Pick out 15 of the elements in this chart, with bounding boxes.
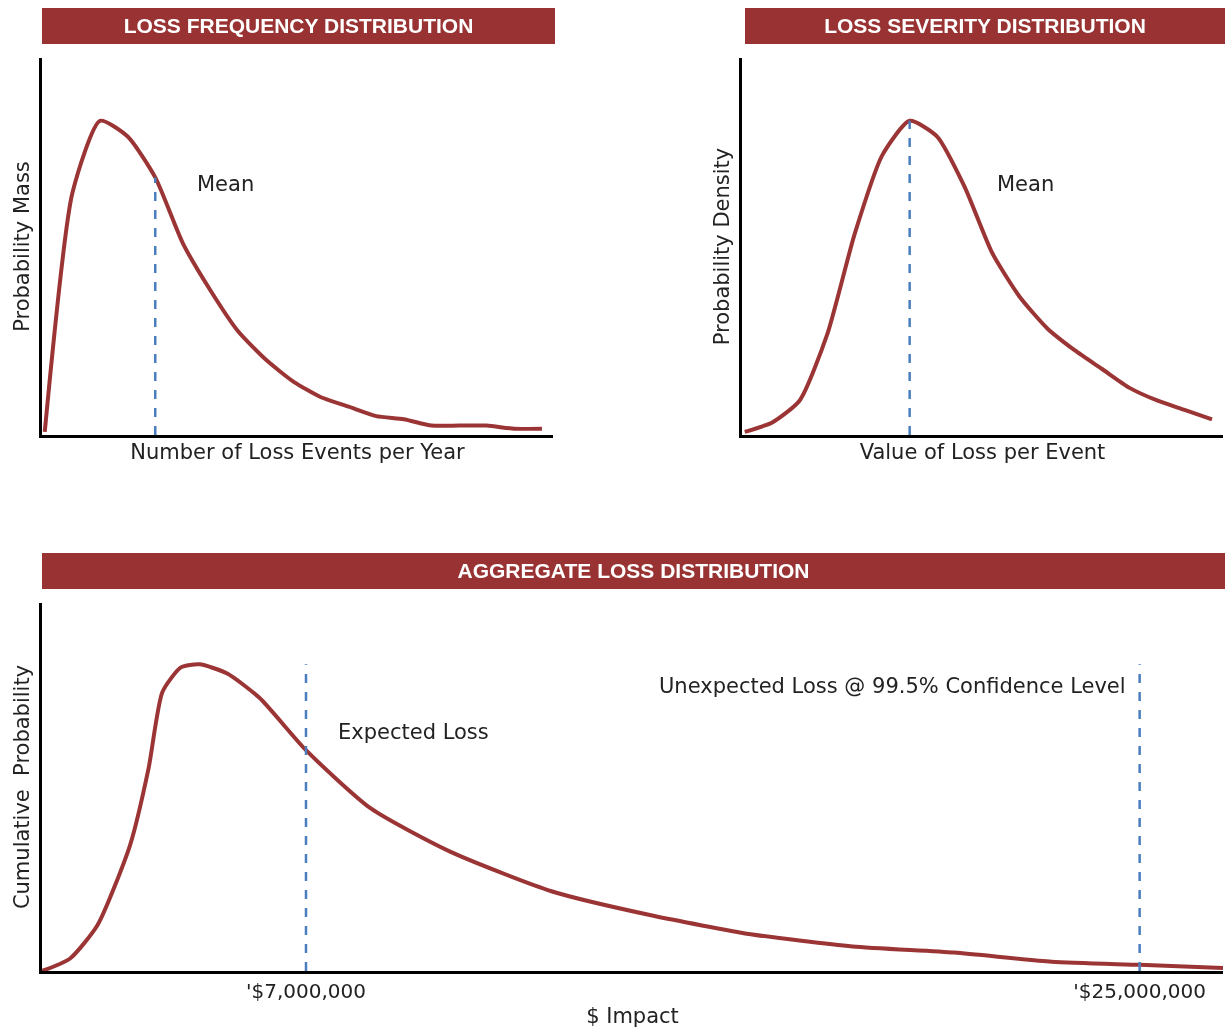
x-tick-label: '$7,000,000: [245, 979, 366, 1003]
y-axis-title: Cumulative Probability: [10, 664, 35, 910]
x-tick-label: '$25,000,000: [1073, 979, 1207, 1003]
ref-line-label: Expected Loss: [338, 720, 489, 744]
x-axis-title: $ Impact: [586, 1004, 679, 1028]
annotation: Mean: [997, 172, 1055, 196]
y-axis-title: Probability Density: [710, 147, 735, 346]
annotation: Mean: [197, 172, 255, 196]
ref-line-label: Unexpected Loss @ 99.5% Confidence Level: [659, 674, 1126, 698]
chart-title: LOSS FREQUENCY DISTRIBUTION: [42, 8, 555, 44]
y-axis-title: Probability Mass: [10, 161, 35, 332]
x-axis-title: Value of Loss per Event: [859, 440, 1106, 465]
chart-title: LOSS SEVERITY DISTRIBUTION: [745, 8, 1225, 44]
chart-title: AGGREGATE LOSS DISTRIBUTION: [42, 553, 1225, 589]
x-axis-title: Number of Loss Events per Year: [130, 440, 466, 465]
